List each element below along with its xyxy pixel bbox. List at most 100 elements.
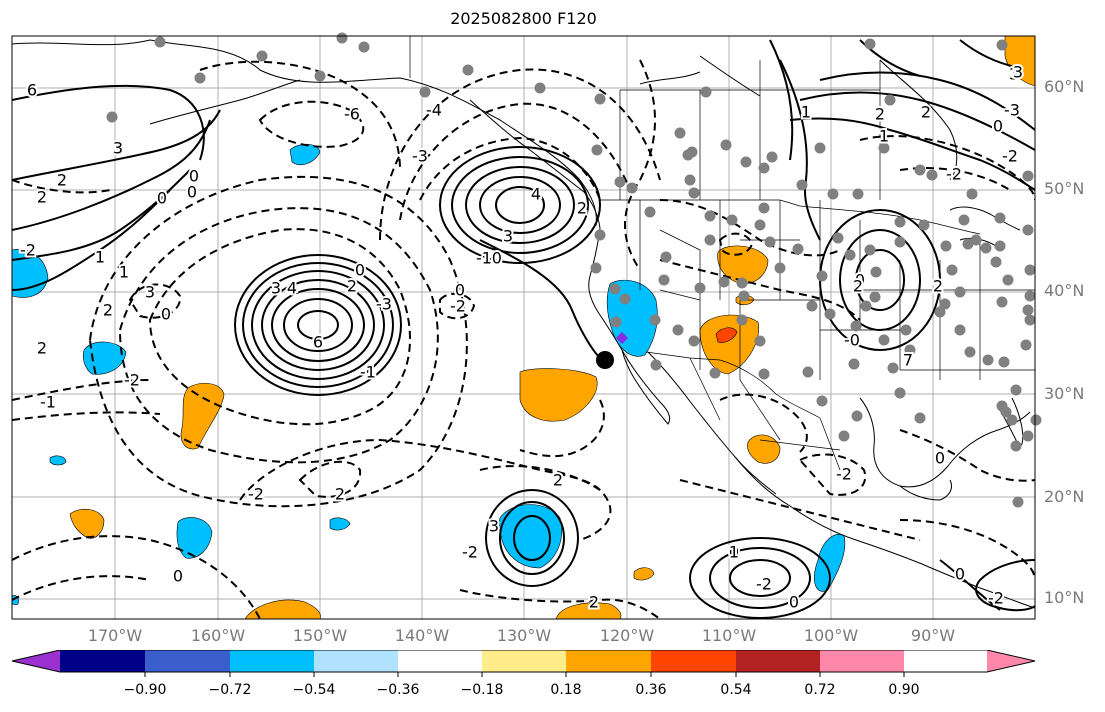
station-dot: [982, 354, 994, 366]
station-dot: [827, 188, 839, 200]
contour-label: 3: [271, 279, 281, 298]
latitude-label: 10°N: [1044, 588, 1085, 607]
station-dot: [194, 72, 206, 84]
station-dot: [806, 300, 818, 312]
colorbar-tick-label: 0.90: [888, 682, 920, 698]
station-dot: [832, 232, 844, 244]
contour-line: [859, 39, 1021, 77]
station-dot: [684, 174, 696, 186]
station-dot: [796, 179, 808, 191]
colorbar-segment: [651, 650, 736, 672]
map-title: 2025082800 F120: [450, 9, 597, 28]
contour-line: [859, 135, 1035, 201]
strong-positive-anomaly: [715, 327, 738, 343]
station-dot: [864, 38, 876, 50]
contour-line: [283, 298, 353, 352]
station-dot: [792, 243, 804, 255]
contour-line: [12, 575, 151, 601]
station-dot: [736, 314, 748, 326]
contour-label: -2: [124, 371, 140, 390]
contour-label: -2: [450, 297, 466, 316]
station-dot: [674, 127, 686, 139]
contour-label: -1: [360, 363, 376, 382]
station-dot: [851, 410, 863, 422]
contour-label: 3: [1009, 65, 1019, 84]
positive-anomaly-region: [244, 599, 321, 619]
gulf-of-california-coast: [647, 351, 777, 495]
map-frame: [11, 35, 1036, 620]
station-dot: [1022, 224, 1034, 236]
contour-label: 0: [187, 183, 197, 202]
station-dot: [980, 242, 992, 254]
station-dot: [626, 182, 638, 194]
contour-line: [399, 102, 631, 221]
station-dot: [660, 251, 672, 263]
station-dot: [720, 139, 732, 151]
dashed-contours: [12, 59, 1035, 619]
contour-line: [798, 453, 867, 496]
contour-label: 7: [903, 351, 913, 370]
contour-line: [855, 249, 905, 311]
longitude-label: 120°W: [599, 626, 655, 645]
contour-line: [12, 109, 221, 181]
contour-line: [975, 559, 1035, 612]
latitude-label: 30°N: [1044, 384, 1085, 403]
station-dot: [644, 206, 656, 218]
central-america: [921, 563, 1035, 609]
mexico-state-borders: [689, 357, 841, 471]
station-dot: [619, 293, 631, 305]
station-dot: [1024, 314, 1036, 326]
contour-line: [251, 270, 385, 380]
station-dot: [726, 214, 738, 226]
station-dot: [940, 240, 952, 252]
contour-label: -2: [988, 589, 1004, 608]
contour-line: [513, 515, 551, 561]
contour-label: 0: [355, 261, 365, 280]
great-lakes: [949, 206, 1021, 247]
station-dot: [594, 229, 606, 241]
contour-label: 2: [933, 277, 943, 296]
contour-label: 3: [1013, 63, 1023, 82]
contour-line: [499, 501, 565, 575]
station-dot: [824, 308, 836, 320]
station-dot: [688, 335, 700, 347]
station-dot: [462, 64, 474, 76]
station-dot: [688, 187, 700, 199]
contour-line: [12, 535, 261, 619]
station-dot: [848, 358, 860, 370]
station-dot: [802, 366, 814, 378]
contour-line: [271, 288, 365, 362]
contour-line: [12, 379, 151, 401]
station-dot: [766, 151, 778, 163]
contour-label: -3: [1004, 101, 1020, 120]
station-dot: [1002, 274, 1014, 286]
contour-label: 3: [145, 283, 155, 302]
contour-label: 6: [313, 333, 323, 352]
station-dot: [704, 210, 716, 222]
contour-label: -0: [486, 249, 502, 268]
station-dot: [914, 412, 926, 424]
contour-line: [485, 489, 579, 587]
station-dot: [926, 169, 938, 181]
contour-label: 0: [455, 281, 465, 300]
solid-contours: [12, 39, 1035, 619]
positive-anomaly-region: [633, 567, 655, 581]
station-dot: [904, 344, 916, 356]
station-dot: [610, 316, 622, 328]
contour-line: [88, 175, 468, 508]
alaska-coast: [12, 39, 597, 227]
contour-line: [297, 310, 339, 340]
contour-label: 1: [879, 127, 889, 146]
contour-line: [659, 259, 861, 321]
station-dot: [894, 387, 906, 399]
station-dot: [686, 146, 698, 158]
contour-line: [729, 559, 791, 597]
station-dot: [914, 164, 926, 176]
station-dot: [314, 70, 326, 82]
station-dot: [966, 188, 978, 200]
colorbar-tick-label: 0.72: [804, 682, 836, 698]
positive-anomaly-region: [555, 602, 622, 619]
contour-label: 2: [589, 593, 599, 612]
colorbar-segments: [12, 650, 1035, 677]
station-dot: [764, 236, 776, 248]
